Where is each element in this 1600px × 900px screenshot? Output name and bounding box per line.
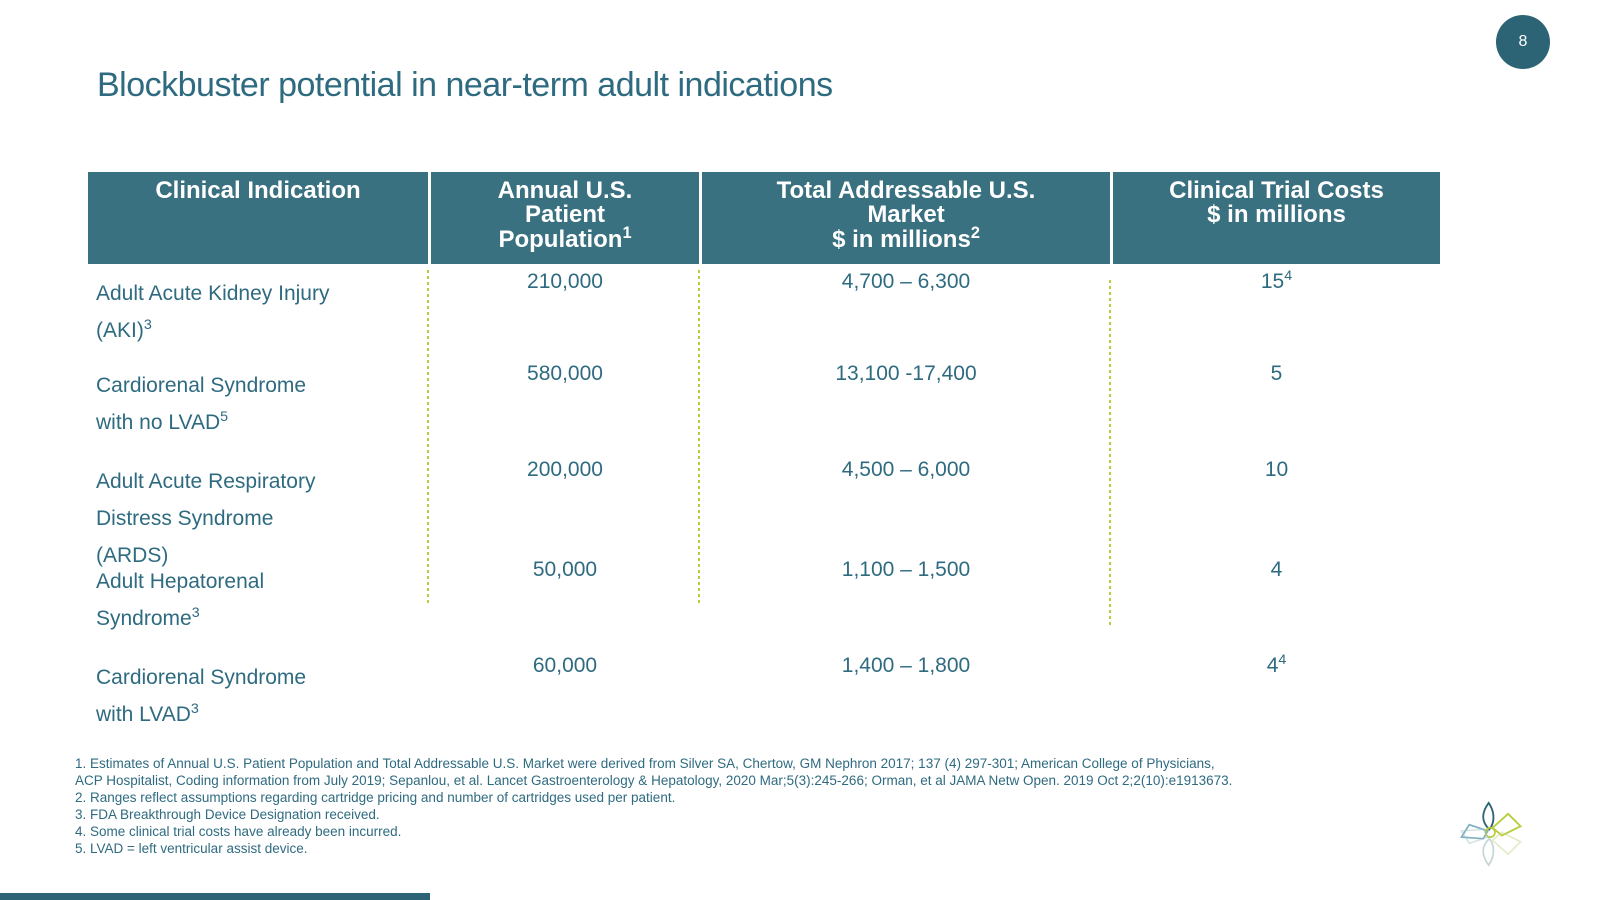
footnote-line: 2. Ranges reflect assumptions regarding … (75, 790, 676, 805)
footnote-line: 4. Some clinical trial costs have alread… (75, 824, 402, 839)
slide-title: Blockbuster potential in near-term adult… (97, 66, 833, 104)
header-footnote-ref: 2 (970, 223, 980, 242)
cell-population-crs-lvad: 60,000 (532, 654, 598, 677)
footnote-line: 3. FDA Breakthrough Device Designation r… (75, 807, 380, 822)
cell-indication-aki: Adult Acute Kidney Injury (AKI)3 (96, 282, 330, 342)
page-number-badge: 8 (1496, 15, 1550, 69)
header-footnote-ref: 1 (622, 223, 632, 242)
cell-indication-crs-no-lvad: Cardiorenal Syndrome with no LVAD5 (96, 374, 307, 434)
cell-cost-crs-no-lvad: 5 (1270, 362, 1283, 385)
footnote-line: 5. LVAD = left ventricular assist device… (75, 841, 308, 856)
cell-population-aki: 210,000 (527, 270, 603, 293)
table-body: Adult Acute Kidney Injury (AKI)3 210,000… (88, 264, 1440, 744)
cell-market-aki: 4,700 – 6,300 (841, 270, 971, 293)
cell-population-ards: 200,000 (527, 458, 603, 481)
cell-indication-crs-lvad: Cardiorenal Syndrome with LVAD3 (96, 666, 307, 726)
cell-population-hepatorenal: 50,000 (532, 558, 598, 581)
cell-cost-hepatorenal: 4 (1270, 558, 1283, 581)
cell-market-hepatorenal: 1,100 – 1,500 (841, 558, 971, 581)
cell-market-crs-no-lvad: 13,100 -17,400 (835, 362, 977, 385)
cell-cost-aki: 154 (1260, 268, 1293, 293)
cell-market-ards: 4,500 – 6,000 (841, 458, 971, 481)
footnotes: 1. Estimates of Annual U.S. Patient Popu… (75, 755, 1375, 857)
indications-table: Clinical Indication Annual U.S. Patient … (88, 172, 1440, 744)
cell-indication-ards: Adult Acute Respiratory Distress Syndrom… (96, 470, 316, 567)
footnote-ref: 3 (143, 316, 152, 333)
footnote-ref: 5 (220, 408, 229, 425)
header-total-addressable-us-market: Total Addressable U.S. Market $ in milli… (702, 172, 1110, 264)
cell-cost-crs-lvad: 44 (1266, 652, 1287, 677)
dotted-column-separator (427, 270, 429, 604)
header-clinical-indication: Clinical Indication (88, 172, 428, 264)
dotted-column-separator (1109, 280, 1111, 628)
footnote-ref: 4 (1284, 268, 1293, 284)
cell-cost-ards: 10 (1264, 458, 1289, 481)
footnote-ref: 4 (1278, 652, 1287, 668)
page-number: 8 (1518, 33, 1528, 50)
header-annual-us-patient-population: Annual U.S. Patient Population1 (431, 172, 699, 264)
company-logo (1459, 801, 1523, 867)
bottom-accent-bar (0, 893, 430, 900)
footnote-ref: 3 (190, 700, 199, 717)
footnote-line: ACP Hospitalist, Coding information from… (75, 773, 1233, 788)
cell-population-crs-no-lvad: 580,000 (527, 362, 603, 385)
footnote-ref: 3 (191, 604, 200, 621)
footnote-line: 1. Estimates of Annual U.S. Patient Popu… (75, 756, 1215, 771)
cell-market-crs-lvad: 1,400 – 1,800 (841, 654, 971, 677)
table-header-row: Clinical Indication Annual U.S. Patient … (88, 172, 1440, 264)
cell-indication-hepatorenal: Adult Hepatorenal Syndrome3 (96, 570, 265, 630)
header-clinical-trial-costs: Clinical Trial Costs $ in millions (1113, 172, 1440, 264)
dotted-column-separator (698, 270, 700, 604)
